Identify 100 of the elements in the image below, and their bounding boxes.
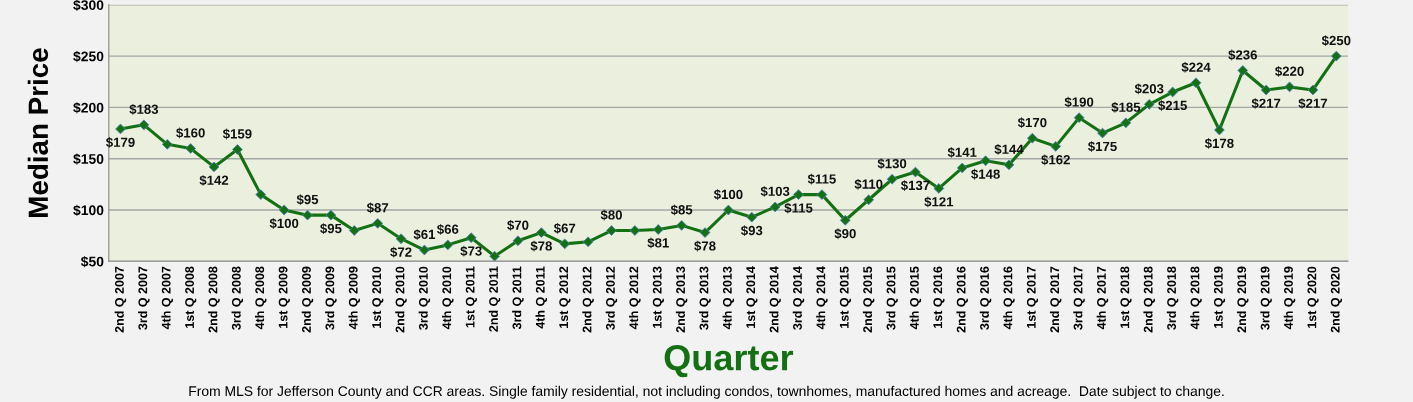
data-label: $183 (129, 103, 159, 115)
data-label: $215 (1158, 100, 1187, 111)
data-label: $115 (784, 202, 813, 214)
x-tick-label: 1st Q 2013 (652, 266, 664, 328)
data-label: $137 (900, 180, 930, 191)
data-label: $85 (670, 204, 693, 216)
data-label: $203 (1134, 83, 1164, 95)
x-tick-label: 4th Q 2010 (442, 266, 454, 330)
data-label: $90 (834, 228, 856, 240)
x-tick-label: 3rd Q 2011 (512, 266, 524, 330)
x-tick-label: 2nd Q 2013 (675, 266, 688, 333)
x-tick-label: 1st Q 2011 (465, 266, 477, 328)
x-tick-label: 3rd Q 2008 (231, 266, 244, 330)
y-tick-label: $50 (80, 256, 104, 268)
x-tick-label: 3rd Q 2015 (886, 266, 898, 330)
data-label: $70 (507, 219, 529, 231)
x-tick-label: 4th Q 2017 (1096, 266, 1109, 330)
x-tick-label: 2nd Q 2016 (956, 266, 968, 333)
data-label: $162 (1041, 154, 1070, 166)
x-tick-label: 4th Q 2013 (722, 266, 735, 330)
x-tick-label: 4th Q 2018 (1190, 266, 1202, 330)
y-tick-label: $200 (73, 102, 104, 114)
x-tick-label: 2nd Q 2010 (395, 266, 407, 333)
x-tick-label: 4th Q 2008 (254, 266, 267, 330)
x-tick-label: 1st Q 2008 (185, 266, 197, 328)
data-label: $121 (924, 196, 954, 208)
data-label: $250 (1321, 35, 1351, 47)
data-label: $66 (436, 224, 459, 235)
data-label: $73 (460, 245, 482, 257)
data-label: $175 (1088, 141, 1117, 152)
x-tick-label: 3rd Q 2013 (699, 266, 711, 330)
x-tick-label: 2nd Q 2015 (862, 266, 875, 333)
data-label: $224 (1181, 61, 1211, 73)
x-tick-label: 1st Q 2010 (372, 266, 384, 328)
data-label: $78 (694, 240, 716, 252)
x-tick-label: 2nd Q 2008 (208, 266, 220, 333)
x-tick-label: 1st Q 2012 (559, 266, 571, 328)
x-tick-label: 4th Q 2007 (161, 266, 173, 330)
x-tick-label: 1st Q 2016 (933, 266, 945, 328)
data-label: $217 (1298, 98, 1328, 109)
y-axis-title: Median Price (27, 48, 49, 217)
x-tick-label: 4th Q 2019 (1283, 266, 1296, 330)
x-tick-label: 4th Q 2015 (909, 266, 922, 330)
x-tick-label: 2nd Q 2011 (488, 266, 501, 332)
x-tick-label: 2nd Q 2007 (114, 266, 127, 333)
data-label: $130 (877, 158, 907, 170)
x-tick-label: 3rd Q 2012 (605, 266, 618, 330)
data-label: $141 (947, 147, 977, 158)
x-tick-label: 4th Q 2009 (348, 266, 360, 330)
data-label: $217 (1251, 98, 1281, 109)
x-axis-title: Quarter (664, 344, 794, 378)
x-tick-label: 1st Q 2009 (278, 266, 290, 328)
data-label: $220 (1275, 66, 1304, 77)
data-label: $190 (1064, 96, 1094, 108)
x-tick-label: 3rd Q 2014 (792, 266, 805, 330)
x-tick-label: 3rd Q 2009 (325, 266, 337, 330)
data-label: $103 (760, 186, 790, 197)
data-label: $93 (740, 225, 763, 237)
x-tick-label: 1st Q 2014 (746, 266, 758, 328)
x-tick-label: 2nd Q 2018 (1143, 266, 1155, 333)
y-tick-label: $150 (73, 153, 104, 165)
x-tick-label: 3rd Q 2018 (1166, 266, 1179, 330)
data-label: $81 (647, 237, 669, 249)
data-label: $61 (413, 229, 436, 240)
data-label: $179 (105, 137, 135, 148)
data-label: $87 (366, 202, 389, 214)
x-tick-label: 4th Q 2014 (816, 266, 828, 330)
data-label: $78 (530, 240, 552, 252)
data-label: $148 (971, 168, 1000, 180)
text: From MLS for Jefferson County and CCR areas. Single family residential, not including condos, townhomes, manufactured homes and acreage. Date subject to change. (189, 385, 1224, 399)
x-tick-label: 2nd Q 2017 (1049, 266, 1062, 333)
data-label: $142 (199, 175, 229, 186)
data-label: $100 (713, 189, 743, 200)
x-tick-label: 4th Q 2012 (629, 266, 641, 330)
x-tick-label: 2nd Q 2012 (582, 266, 594, 333)
x-tick-label: 2nd Q 2019 (1236, 266, 1249, 333)
data-label: $95 (320, 223, 342, 235)
x-tick-label: 3rd Q 2007 (138, 266, 150, 330)
y-tick-label: $100 (73, 204, 104, 217)
x-tick-label: 2nd Q 2009 (301, 266, 314, 333)
x-tick-label: 1st Q 2017 (1026, 266, 1039, 328)
data-label: $236 (1228, 49, 1257, 61)
y-tick-label: $250 (73, 50, 104, 63)
data-label: $72 (390, 246, 412, 258)
data-label: $178 (1204, 138, 1234, 149)
data-label: $160 (176, 127, 205, 139)
x-tick-label: 3rd Q 2010 (418, 266, 431, 330)
x-tick-label: 4th Q 2016 (1003, 266, 1015, 330)
data-label: $67 (553, 223, 576, 234)
x-tick-label: 3rd Q 2017 (1073, 266, 1085, 330)
data-label: $185 (1111, 101, 1141, 113)
data-label: $100 (269, 218, 299, 229)
x-tick-label: 1st Q 2015 (839, 266, 851, 328)
x-tick-label: 2nd Q 2014 (769, 266, 781, 333)
x-tick-label: 1st Q 2019 (1213, 266, 1226, 328)
x-tick-label: 3rd Q 2016 (979, 266, 992, 330)
data-label: $110 (854, 178, 883, 190)
y-tick-label: $300 (73, 0, 104, 11)
data-label: $95 (296, 194, 319, 206)
x-tick-label: 3rd Q 2019 (1260, 266, 1272, 330)
